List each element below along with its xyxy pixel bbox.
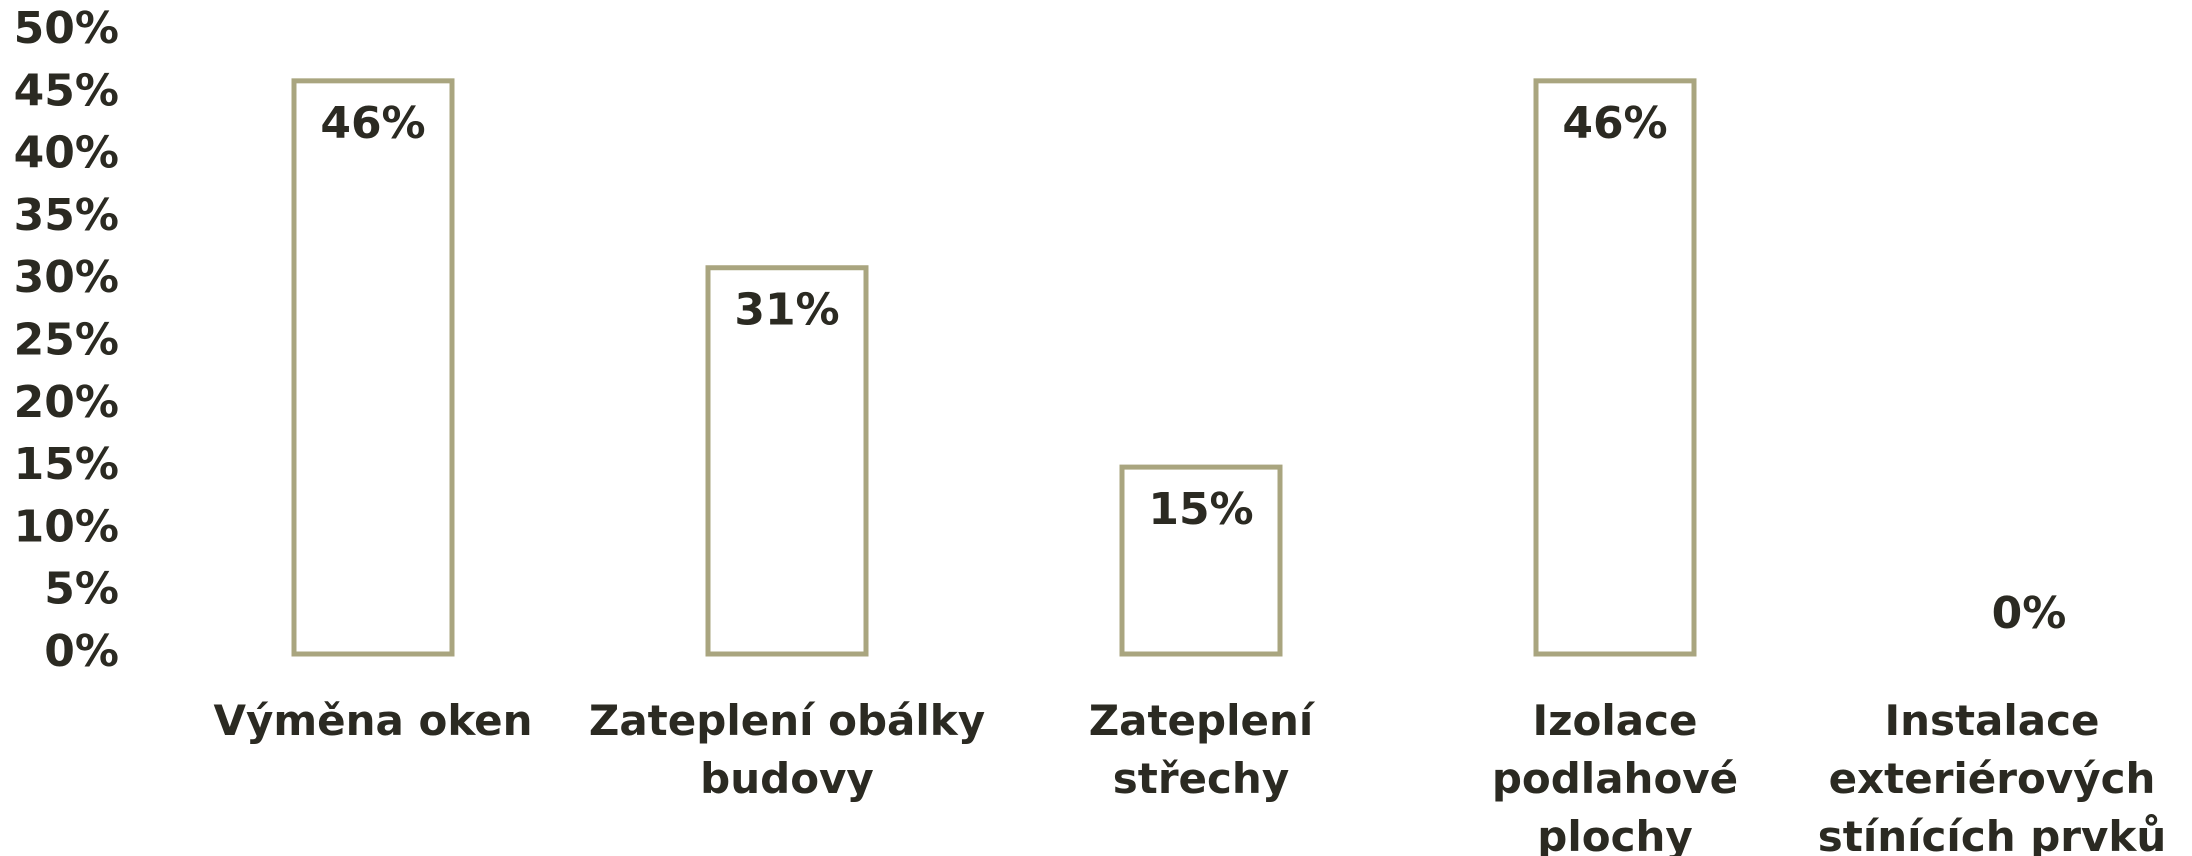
data-label: 15% bbox=[1148, 484, 1253, 535]
x-tick-label: Výměna oken bbox=[213, 696, 533, 745]
y-tick-label: 40% bbox=[14, 128, 119, 179]
x-tick-label: Zateplení střechy bbox=[1088, 696, 1314, 803]
bar bbox=[1533, 78, 1697, 657]
y-tick-label: 25% bbox=[14, 315, 119, 366]
bar bbox=[1119, 464, 1283, 657]
data-label: 31% bbox=[734, 285, 839, 336]
bar bbox=[705, 265, 869, 657]
bar bbox=[291, 78, 455, 657]
y-tick-label: 35% bbox=[14, 190, 119, 241]
y-tick-label: 50% bbox=[14, 3, 119, 54]
y-tick-label: 5% bbox=[44, 564, 119, 615]
y-tick-label: 45% bbox=[14, 65, 119, 116]
data-label: 46% bbox=[1562, 98, 1667, 149]
y-tick-label: 10% bbox=[14, 501, 119, 552]
data-label: 46% bbox=[320, 98, 425, 149]
y-tick-label: 0% bbox=[44, 626, 119, 677]
x-tick-label: Instalace exteriérových stínících prvků bbox=[1817, 696, 2167, 856]
data-label: 0% bbox=[1992, 588, 2067, 639]
y-tick-label: 30% bbox=[14, 252, 119, 303]
x-tick-label: Zateplení obálky budovy bbox=[588, 696, 986, 803]
y-tick-label: 20% bbox=[14, 377, 119, 428]
x-tick-label: Izolace podlahové plochy bbox=[1491, 696, 1739, 856]
y-tick-label: 15% bbox=[14, 439, 119, 490]
